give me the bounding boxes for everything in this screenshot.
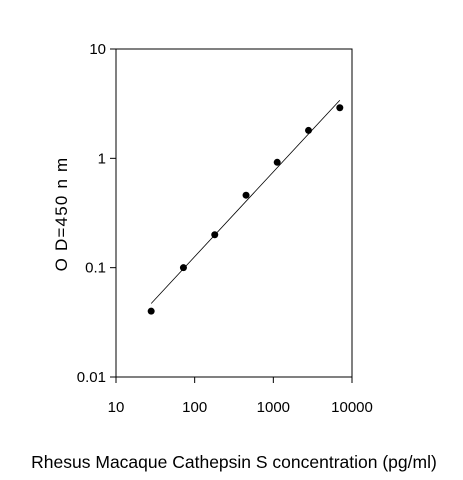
y-tick-label: 0.1 — [85, 260, 106, 277]
data-point — [179, 264, 187, 272]
y-tick-label: 1 — [98, 150, 106, 167]
x-tick-labels: 10 100 1000 10000 — [108, 399, 373, 416]
x-tick-label: 10000 — [331, 399, 373, 416]
x-tick-label: 100 — [182, 399, 207, 416]
y-tick-label: 0.01 — [77, 369, 106, 386]
plot-area — [115, 48, 353, 378]
data-points — [147, 104, 344, 315]
data-point — [336, 104, 344, 112]
data-point — [242, 191, 250, 199]
x-tick-label: 1000 — [257, 399, 290, 416]
data-point — [147, 307, 155, 315]
y-axis — [110, 48, 116, 378]
data-point — [305, 126, 313, 134]
x-axis-label: Rhesus Macaque Cathepsin S concentration… — [31, 452, 437, 472]
data-point — [273, 158, 281, 166]
y-axis-label: O D=450 n m — [52, 157, 71, 272]
y-tick-labels: 0.01 0.1 1 10 — [77, 41, 106, 386]
data-point — [211, 231, 219, 239]
x-tick-label: 10 — [108, 399, 125, 416]
x-axis — [115, 377, 353, 383]
plot-frame — [115, 48, 353, 378]
y-tick-label: 10 — [89, 41, 106, 58]
